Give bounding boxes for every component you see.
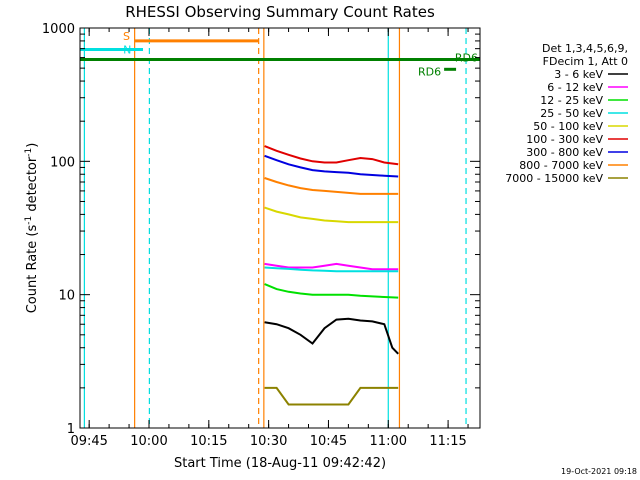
series-line	[264, 262, 399, 271]
x-tick-label: 11:00	[370, 434, 407, 449]
y-axis-label-sup1: -1	[24, 216, 34, 225]
legend: Det 1,3,4,5,6,9, FDecim 1, Att 0 3 - 6 k…	[505, 42, 628, 185]
series-line	[264, 154, 399, 178]
legend-entry-label: 50 - 100 keV	[533, 120, 603, 133]
y-tick-label: 1	[67, 422, 75, 437]
y-axis-label: Count Rate (s-1 detector-1)	[24, 143, 40, 314]
y-tick-label: 100	[50, 155, 75, 170]
x-tick-label: 11:15	[429, 434, 466, 449]
chart-title: RHESSI Observing Summary Count Rates	[125, 3, 435, 21]
time-markers	[83, 28, 467, 428]
series-line	[264, 145, 399, 166]
series-line	[264, 317, 399, 355]
flag-label: RD6	[455, 52, 478, 65]
y-axis-label-suffix: )	[25, 143, 40, 148]
legend-entry-label: 25 - 50 keV	[540, 107, 603, 120]
x-tick-label: 10:30	[250, 434, 287, 449]
series-lines	[264, 145, 399, 406]
legend-header-1: Det 1,3,4,5,6,9,	[542, 42, 628, 55]
y-tick-label: 10	[58, 289, 75, 304]
legend-entry-label: 100 - 300 keV	[526, 133, 603, 146]
date-stamp: 19-Oct-2021 09:18	[561, 467, 637, 476]
legend-entry-label: 300 - 800 keV	[526, 146, 603, 159]
x-tick-label: 10:00	[130, 434, 167, 449]
observing-flags: SN RD6 RD6	[80, 30, 480, 78]
series-line	[264, 283, 399, 299]
x-tick-label: 10:15	[190, 434, 227, 449]
legend-entry-label: 7000 - 15000 keV	[505, 172, 603, 185]
y-axis-label-mid: detector	[25, 156, 40, 216]
series-line	[264, 266, 399, 273]
legend-entry-label: 12 - 25 keV	[540, 94, 603, 107]
series-line	[264, 386, 399, 406]
legend-entry-label: 6 - 12 keV	[547, 81, 603, 94]
y-axis-label-prefix: Count Rate (s	[25, 225, 40, 314]
flag-label: S	[123, 30, 130, 43]
y-tick-label: 1000	[42, 22, 75, 37]
legend-header-2: FDecim 1, Att 0	[543, 55, 628, 68]
legend-entry-label: 3 - 6 keV	[554, 68, 603, 81]
y-axis-label-sup2: -1	[24, 148, 34, 157]
plot-frame	[79, 27, 481, 429]
x-tick-label: 09:45	[70, 434, 107, 449]
legend-entry-label: 800 - 7000 keV	[519, 159, 603, 172]
axes: 09:45 10:00 10:15 10:30 10:45 11:00 11:15 1 10 10…	[42, 22, 480, 449]
x-tick-label: 10:45	[310, 434, 347, 449]
x-axis-label: Start Time (18-Aug-11 09:42:42)	[174, 456, 386, 471]
flag-label: RD6	[418, 65, 441, 78]
flag-label: N	[123, 43, 131, 56]
series-line	[264, 206, 399, 224]
series-line	[264, 177, 399, 195]
